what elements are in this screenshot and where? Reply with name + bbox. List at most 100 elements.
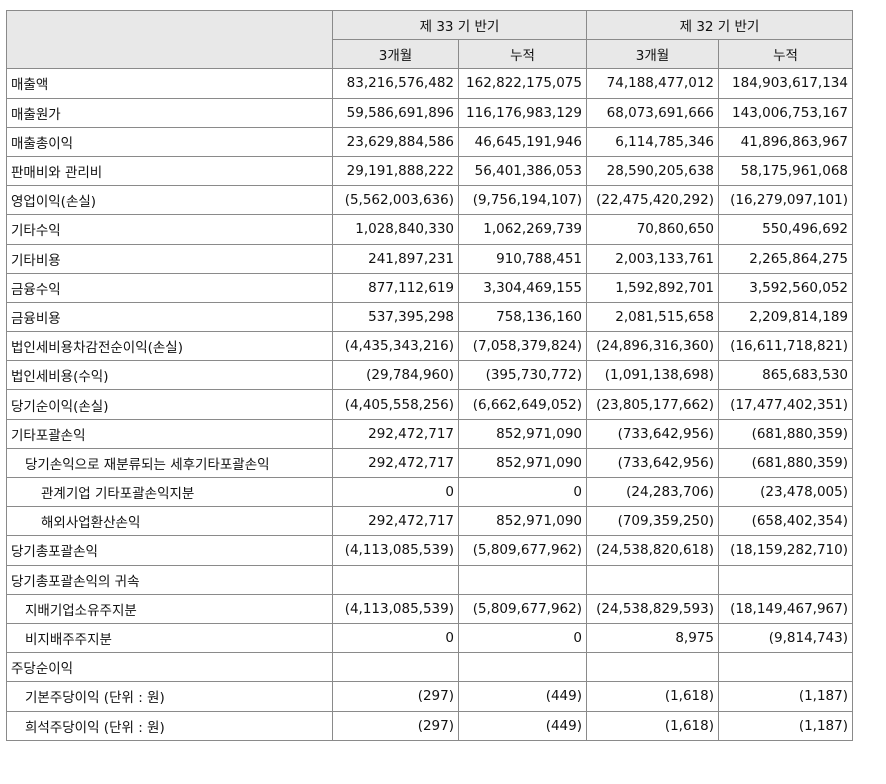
table-row: 매출액 83,216,576,482 162,822,175,075 74,188,4… [6,68,853,99]
value-cell: 0 [458,622,587,654]
row-label: 해외사업환산손익 [6,506,333,537]
header-period-33: 제 33 기 반기 [332,9,587,41]
value-cell: (5,562,003,636) [332,185,459,216]
value-cell [458,652,587,683]
value-cell: (681,880,359) [718,418,853,449]
header-period-32: 제 32 기 반기 [586,9,853,41]
header-cumulative: 누적 [718,39,853,70]
table-row: 지배기업소유주지분 (4,113,085,539) (5,809,677,962)(… [6,593,853,624]
value-cell: 292,472,717 [332,418,459,449]
value-cell: 68,073,691,666 [586,97,719,128]
value-cell: (4,405,558,256) [332,389,459,420]
value-cell: 292,472,717 [332,506,459,537]
value-cell: 865,683,530 [718,360,853,391]
table-row: 기타포괄손익 292,472,717 852,971,090 (733,642,956… [6,418,853,449]
value-cell [332,564,459,595]
row-label: 법인세비용(수익) [6,360,333,391]
value-cell: (658,402,354) [718,506,853,537]
table-row: 금융수익 877,112,619 3,304,469,155 1,592,892,70… [6,272,853,303]
header-3month: 3개월 [586,39,719,70]
table-row: 판매비와 관리비 29,191,888,222 56,401,386,053 28,5… [6,155,853,187]
table-row: 비지배주주지분 0 0 8,975 (9,814,743) [6,622,853,654]
value-cell: (24,283,706) [586,476,719,508]
row-label: 금융비용 [6,301,333,333]
value-cell: 58,175,961,068 [718,155,853,187]
table-row: 관계기업 기타포괄손익지분 0 0 (24,283,706) (23,478,005) [6,476,853,508]
value-cell [458,564,587,595]
value-cell: 6,114,785,346 [586,126,719,157]
value-cell: (1,091,138,698) [586,360,719,391]
table-row: 기타수익 1,028,840,330 1,062,269,739 70,860,650… [6,214,853,245]
value-cell: 3,304,469,155 [458,272,587,303]
value-cell: (7,058,379,824) [458,331,587,362]
value-cell: 2,081,515,658 [586,301,719,333]
value-cell: 0 [332,622,459,654]
value-cell [586,564,719,595]
value-cell: (4,113,085,539) [332,593,459,624]
value-cell: 877,112,619 [332,272,459,303]
value-cell: (4,113,085,539) [332,535,459,566]
value-cell: 910,788,451 [458,243,587,274]
row-label: 매출액 [6,68,333,99]
value-cell: 74,188,477,012 [586,68,719,99]
value-cell: (5,809,677,962) [458,535,587,566]
value-cell [332,652,459,683]
table-row: 기본주당이익 (단위 : 원) (297) (449) (1,618) (1,187) [6,681,853,712]
value-cell: 852,971,090 [458,447,587,479]
row-label: 금융수익 [6,272,333,303]
table-row: 영업이익(손실) (5,562,003,636) (9,756,194,107) (2… [6,185,853,216]
table-row: 금융비용 537,395,298 758,136,160 2,081,515,658 2… [6,301,853,333]
value-cell: 537,395,298 [332,301,459,333]
value-cell: 758,136,160 [458,301,587,333]
row-label: 관계기업 기타포괄손익지분 [6,476,333,508]
value-cell: 2,209,814,189 [718,301,853,333]
value-cell: 0 [458,476,587,508]
value-cell: (18,159,282,710) [718,535,853,566]
value-cell: 28,590,205,638 [586,155,719,187]
row-label: 법인세비용차감전순이익(손실) [6,331,333,362]
row-label: 기본주당이익 (단위 : 원) [6,681,333,712]
table-body: 매출액 83,216,576,482 162,822,175,075 74,188,4… [6,68,853,741]
value-cell: (17,477,402,351) [718,389,853,420]
header-row-periods: 제 33 기 반기 제 32 기 반기 [6,9,853,70]
value-cell: (24,896,316,360) [586,331,719,362]
value-cell: 83,216,576,482 [332,68,459,99]
value-cell: 59,586,691,896 [332,97,459,128]
row-label: 기타비용 [6,243,333,274]
row-label: 당기순이익(손실) [6,389,333,420]
value-cell: 3,592,560,052 [718,272,853,303]
value-cell: 143,006,753,167 [718,97,853,128]
table-row: 매출원가 59,586,691,896 116,176,983,129 68,073,… [6,97,853,128]
value-cell: (6,662,649,052) [458,389,587,420]
row-label: 매출원가 [6,97,333,128]
table-row: 당기총포괄손익 (4,113,085,539) (5,809,677,962) (24… [6,535,853,566]
value-cell: (449) [458,710,587,741]
value-cell: (4,435,343,216) [332,331,459,362]
table-row: 기타비용 241,897,231 910,788,451 2,003,133,761 2… [6,243,853,274]
value-cell: (449) [458,681,587,712]
table-row: 매출총이익 23,629,884,586 46,645,191,946 6,114,7… [6,126,853,157]
value-cell: 29,191,888,222 [332,155,459,187]
table-row: 희석주당이익 (단위 : 원) (297) (449) (1,618) (1,187) [6,710,853,741]
value-cell: (709,359,250) [586,506,719,537]
value-cell [586,652,719,683]
value-cell: 550,496,692 [718,214,853,245]
value-cell: 1,592,892,701 [586,272,719,303]
value-cell [718,652,853,683]
row-label: 주당순이익 [6,652,333,683]
row-label: 판매비와 관리비 [6,155,333,187]
value-cell: 8,975 [586,622,719,654]
value-cell: (9,756,194,107) [458,185,587,216]
value-cell: 46,645,191,946 [458,126,587,157]
value-cell: 0 [332,476,459,508]
value-cell: (733,642,956) [586,418,719,449]
income-statement-table: 제 33 기 반기 제 32 기 반기 3개월 누적 3개월 누적 매출액 83,… [6,9,853,741]
row-label: 당기손익으로 재분류되는 세후기타포괄손익 [6,447,333,479]
value-cell: (5,809,677,962) [458,593,587,624]
value-cell: 162,822,175,075 [458,68,587,99]
value-cell: 241,897,231 [332,243,459,274]
statement-container: 제 33 기 반기 제 32 기 반기 3개월 누적 3개월 누적 매출액 83,… [6,9,853,741]
table-row: 법인세비용(수익) (29,784,960) (395,730,772) (1,091… [6,360,853,391]
header-blank-cell [6,9,333,70]
row-label: 영업이익(손실) [6,185,333,216]
